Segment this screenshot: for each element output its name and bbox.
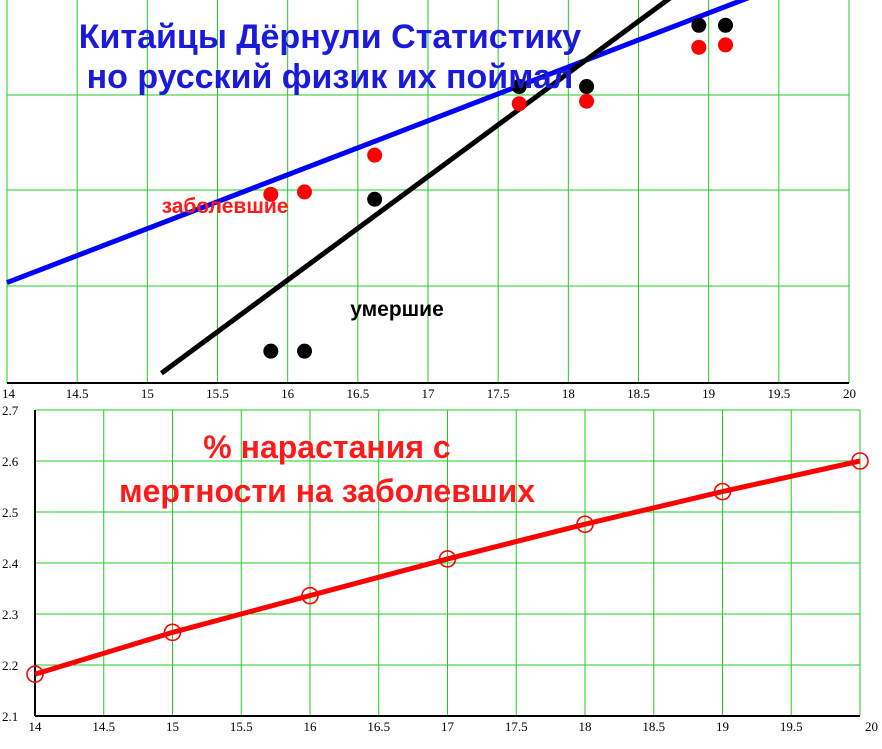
black-data-point [263, 343, 279, 359]
bottom-data-point [851, 452, 869, 470]
bottom-x-tick-label: 17.5 [505, 719, 528, 734]
red-data-point [263, 186, 279, 202]
red-data-point [511, 96, 527, 112]
bottom-y-tick-label: 2.3 [2, 607, 18, 622]
black-data-point [511, 79, 527, 95]
bottom-x-tick-label: 17 [441, 719, 455, 734]
top-x-tick-label: 14.5 [66, 386, 89, 401]
bottom-data-point [438, 550, 457, 568]
top-x-tick-label: 16 [281, 386, 295, 401]
top-x-tick-label: 17 [422, 386, 436, 401]
black-data-point [718, 17, 734, 33]
top-x-tick-label: 15 [141, 386, 154, 401]
bottom-x-tick-label: 18 [579, 719, 592, 734]
red-data-point [691, 39, 707, 55]
bottom-x-tick-label: 15.5 [230, 719, 253, 734]
top-x-tick-label: 19.5 [767, 386, 790, 401]
fit-line-red [6, 0, 750, 285]
black-data-point [367, 191, 383, 207]
bottom-y-tick-label: 2.7 [2, 403, 19, 418]
bottom-data-point [26, 665, 44, 683]
top-grid [6, 0, 850, 383]
black-data-point [579, 79, 595, 95]
bottom-y-tick-label: 2.6 [2, 454, 19, 469]
top-x-tick-label: 20 [843, 386, 856, 401]
bottom-points [26, 452, 869, 683]
bottom-y-tick-label: 2.2 [2, 658, 18, 673]
bottom-x-tick-label: 19.5 [780, 719, 803, 734]
black-data-point [297, 343, 313, 359]
top-subtitle: но русский физик их поймал [87, 58, 574, 96]
top-fit-lines [6, 0, 750, 376]
bottom-subtitle: мертности на заболевших [119, 473, 535, 509]
bottom-x-tick-label: 18.5 [642, 719, 665, 734]
bottom-y-tick-label: 2.4 [2, 556, 19, 571]
red-series-label: заболевшие [162, 195, 289, 218]
red-data-point [367, 147, 383, 163]
bottom-series-line [34, 458, 861, 677]
bottom-x-tick-label: 16.5 [367, 719, 390, 734]
bottom-x-tick-label: 20 [865, 719, 878, 734]
top-x-tick-label: 15.5 [206, 386, 229, 401]
bottom-y-tick-label: 2.1 [2, 709, 18, 724]
top-x-tick-label: 19 [702, 386, 715, 401]
bottom-x-tick-label: 19 [716, 719, 729, 734]
top-x-tick-label: 17.5 [487, 386, 510, 401]
bottom-title: % нарастания с [203, 429, 450, 465]
bottom-chart: 2.1 2.2 2.3 2.4 2.5 2.6 2.7 14 14.5 15 15.5 16 16.5… [2, 403, 878, 734]
bottom-data-point [713, 482, 732, 501]
top-x-tick-label: 18 [562, 386, 575, 401]
fit-line-black [159, 0, 672, 376]
bottom-data-point [301, 586, 319, 605]
top-x-tick-label: 14 [2, 386, 16, 401]
red-data-point [579, 93, 595, 109]
top-x-tick-labels: 14 14.5 15 15.5 16 16.5 17 17.5 18 18.5 19 19.5 20 [2, 386, 856, 401]
bottom-data-point [163, 623, 182, 642]
bottom-x-tick-label: 14.5 [92, 719, 115, 734]
top-chart: 14 14.5 15 15.5 16 16.5 17 17.5 18 18.5 19 19.5 20 К… [2, 0, 856, 401]
red-data-point [297, 184, 313, 200]
top-points [263, 17, 734, 359]
red-data-point [718, 37, 734, 53]
black-data-point [691, 17, 707, 33]
bottom-x-tick-label: 15 [166, 719, 179, 734]
top-x-tick-label: 16.5 [346, 386, 369, 401]
bottom-data-point [576, 515, 594, 534]
black-series-label: умершие [350, 298, 444, 321]
bottom-x-tick-label: 14 [29, 719, 43, 734]
bottom-y-tick-label: 2.5 [2, 505, 18, 520]
bottom-y-tick-labels: 2.1 2.2 2.3 2.4 2.5 2.6 2.7 [2, 403, 19, 724]
bottom-series-path [34, 458, 861, 677]
top-x-tick-label: 18.5 [627, 386, 650, 401]
top-title: Китайцы Дёрнули Статистику [79, 18, 581, 56]
bottom-x-tick-label: 16 [304, 719, 318, 734]
bottom-x-tick-labels: 14 14.5 15 15.5 16 16.5 17 17.5 18 18.5 19 19.5 20 [29, 719, 879, 734]
